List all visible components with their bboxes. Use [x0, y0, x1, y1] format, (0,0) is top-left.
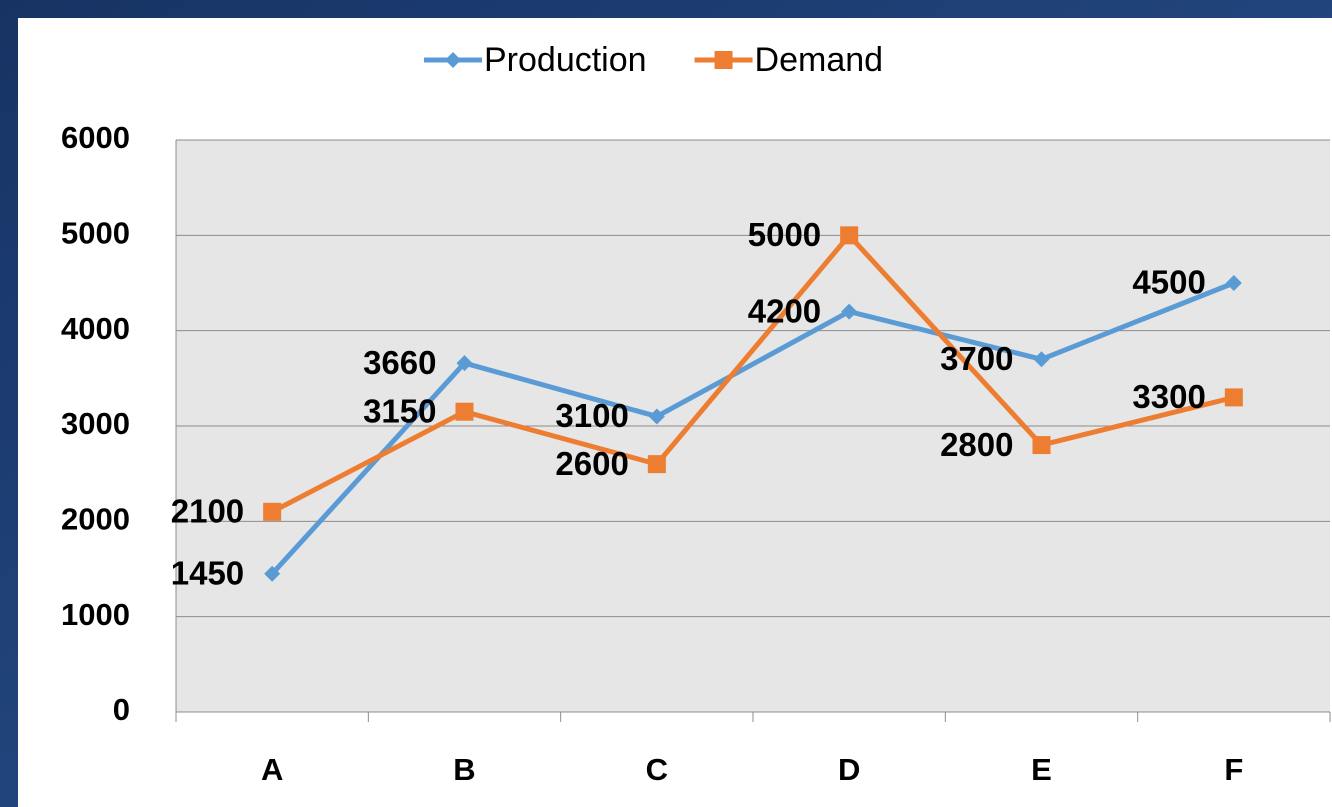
x-tick-label: B [453, 752, 475, 787]
marker [1224, 388, 1243, 407]
y-tick-label: 1000 [61, 597, 130, 632]
data-label: 2600 [555, 445, 628, 482]
data-label: 4500 [1132, 264, 1205, 301]
data-label: 3300 [1132, 378, 1205, 415]
data-label: 3660 [363, 344, 436, 381]
marker [263, 502, 282, 521]
marker [841, 303, 858, 320]
data-label: 3100 [555, 397, 628, 434]
data-label: 3150 [363, 392, 436, 429]
legend: Production Demand [424, 41, 883, 79]
x-tick-label: F [1224, 752, 1243, 787]
marker [647, 455, 666, 474]
data-label: 5000 [748, 216, 821, 253]
marker [1033, 351, 1050, 368]
marker [456, 355, 473, 372]
marker [1225, 275, 1242, 291]
data-label: 1450 [171, 554, 244, 591]
data-label: 2800 [940, 426, 1013, 463]
marker [264, 565, 281, 582]
x-tick-label: C [646, 752, 668, 787]
marker [455, 402, 474, 421]
marker [445, 52, 461, 68]
marker [1032, 436, 1051, 455]
legend-label: Production [484, 41, 647, 79]
y-tick-label: 4000 [61, 311, 130, 346]
data-label: 2100 [171, 493, 244, 530]
x-tick-label: E [1031, 752, 1052, 787]
y-tick-label: 5000 [61, 216, 130, 251]
data-label: 4200 [748, 292, 821, 329]
series-line [271, 232, 1235, 515]
marker [648, 408, 665, 425]
y-tick-label: 2000 [61, 502, 130, 537]
legend-label: Demand [755, 41, 884, 79]
x-tick-label: A [261, 752, 283, 787]
y-tick-label: 6000 [61, 120, 130, 155]
marker [714, 51, 733, 69]
data-label: 3700 [940, 340, 1013, 377]
series-line [270, 280, 1235, 576]
marker [840, 226, 859, 245]
y-tick-label: 0 [113, 692, 130, 727]
x-tick-label: D [838, 752, 860, 787]
y-tick-label: 3000 [61, 406, 130, 441]
